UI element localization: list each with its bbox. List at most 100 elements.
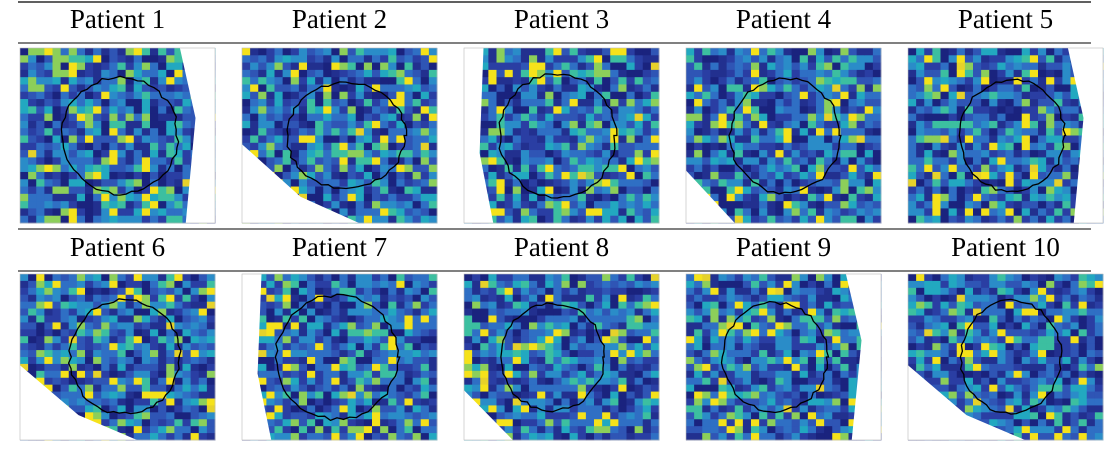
pixel (916, 172, 925, 180)
pixel (521, 99, 530, 107)
pixel (686, 419, 695, 426)
pixel (429, 106, 438, 114)
pixel (85, 136, 94, 144)
pixel (562, 357, 571, 364)
pixel (396, 48, 405, 56)
pixel (981, 157, 990, 165)
pixel (166, 405, 175, 412)
pixel (348, 194, 357, 202)
pixel (735, 405, 744, 412)
pixel (578, 150, 587, 158)
pixel (331, 84, 340, 92)
pixel (405, 302, 414, 309)
pixel (1022, 114, 1031, 122)
pixel (421, 274, 430, 281)
pixel (396, 412, 405, 419)
pixel (635, 121, 644, 129)
pixel (767, 121, 776, 129)
pixel (421, 136, 430, 144)
pixel (594, 343, 603, 350)
pixel (356, 392, 365, 399)
pixel (784, 412, 793, 419)
pixel (792, 63, 801, 71)
pixel (174, 309, 183, 316)
pixel (44, 157, 53, 165)
pixel (719, 121, 728, 129)
pixel (719, 412, 728, 419)
pixel (873, 187, 882, 195)
pixel (997, 201, 1006, 209)
pixel (109, 309, 118, 316)
pixel (291, 288, 300, 295)
pixel (916, 165, 925, 173)
pixel (800, 208, 809, 216)
pixel (775, 106, 784, 114)
pixel (421, 99, 430, 107)
pixel (413, 392, 422, 399)
pixel (429, 399, 438, 406)
pixel (686, 302, 695, 309)
pixel (989, 99, 998, 107)
pixel (553, 399, 562, 406)
pixel (497, 48, 506, 56)
pixel (727, 208, 736, 216)
pixel (570, 128, 579, 136)
pixel (118, 274, 127, 281)
pixel (488, 194, 497, 202)
pixel (77, 187, 86, 195)
pixel (142, 336, 151, 343)
pixel (69, 143, 78, 151)
pixel (513, 194, 522, 202)
pixel (537, 419, 546, 426)
pixel (849, 216, 858, 224)
pixel (981, 150, 990, 158)
pixel (792, 412, 801, 419)
pixel (686, 426, 695, 433)
pixel (916, 157, 925, 165)
pixel (372, 316, 381, 323)
heatmap-image (242, 48, 437, 223)
pixel (372, 114, 381, 122)
pixel (849, 194, 858, 202)
pixel (126, 106, 135, 114)
pixel (44, 274, 53, 281)
pixel (865, 48, 874, 56)
pixel (537, 392, 546, 399)
pixel (686, 357, 695, 364)
pixel (134, 179, 143, 187)
pixel (174, 157, 183, 165)
pixel (735, 77, 744, 85)
pixel (1046, 77, 1055, 85)
pixel (594, 419, 603, 426)
pixel (28, 274, 37, 281)
pixel (537, 329, 546, 336)
pixel (832, 201, 841, 209)
pixel (158, 405, 167, 412)
pixel (126, 329, 135, 336)
pixel (949, 106, 958, 114)
pixel (751, 208, 760, 216)
pixel (44, 281, 53, 288)
pixel (1022, 84, 1031, 92)
pixel (792, 55, 801, 63)
pixel (529, 55, 538, 63)
pixel (472, 392, 481, 399)
pixel (686, 336, 695, 343)
pixel (421, 143, 430, 151)
pixel (275, 150, 284, 158)
pixel (85, 350, 94, 357)
pixel (1014, 63, 1023, 71)
pixel (85, 295, 94, 302)
pixel (610, 208, 619, 216)
pixel (849, 99, 858, 107)
pixel (413, 157, 422, 165)
pixel (989, 128, 998, 136)
pixel (275, 274, 284, 281)
pixel (142, 316, 151, 323)
pixel (299, 426, 308, 433)
pixel (643, 201, 652, 209)
pixel (865, 150, 874, 158)
pixel (429, 136, 438, 144)
pixel (610, 274, 619, 281)
pixel (258, 336, 267, 343)
